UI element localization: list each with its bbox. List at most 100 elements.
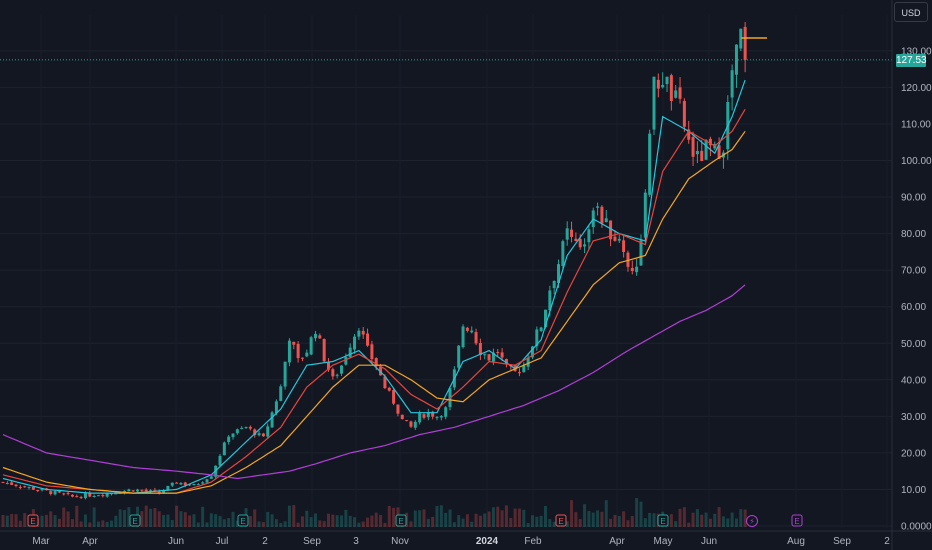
price-tick-label: 50.00	[901, 339, 926, 350]
currency-button[interactable]: USD	[894, 2, 928, 22]
candle-body	[522, 365, 526, 373]
price-tick-label: 60.00	[901, 302, 926, 313]
volume-bar	[370, 515, 374, 527]
volume-bar	[353, 517, 357, 527]
volume-bar	[461, 518, 465, 527]
time-tick-label: Apr	[82, 536, 98, 547]
candle-body	[574, 238, 578, 242]
candle-body	[743, 26, 747, 60]
earnings-marker-label: E	[398, 517, 403, 526]
ma-fast-line	[2, 79, 746, 494]
candle-body	[166, 485, 170, 491]
volume-bar	[183, 512, 187, 527]
volume-bar	[517, 508, 521, 527]
volume-bar	[578, 519, 582, 527]
earnings-marker-label: E	[660, 517, 665, 526]
candle-body	[370, 344, 374, 360]
candle-body	[626, 252, 630, 267]
price-tick-label: 20.00	[901, 448, 926, 459]
candle-body	[617, 238, 621, 241]
candle-body	[270, 412, 274, 428]
volume-bar	[318, 520, 322, 527]
volume-bar	[144, 505, 148, 527]
candle-body	[66, 492, 70, 494]
candle-body	[244, 426, 248, 428]
volume-bar	[5, 515, 9, 527]
volume-bar	[704, 512, 708, 527]
candle-body	[474, 332, 478, 344]
time-tick-label: Mar	[32, 536, 50, 547]
candle-body	[23, 486, 27, 488]
volume-bar	[70, 519, 74, 527]
volume-bar	[331, 514, 335, 527]
earnings-marker	[27, 514, 39, 527]
candle-body	[461, 326, 465, 348]
candle-body	[643, 192, 647, 238]
volume-bar	[57, 518, 61, 527]
volume-bar	[435, 505, 439, 527]
candle-body	[144, 489, 148, 492]
volume-bar	[279, 522, 283, 527]
candle-body	[517, 372, 521, 374]
volume-bar	[379, 514, 383, 527]
volume-bar	[452, 522, 456, 527]
candle-body	[526, 357, 530, 367]
time-axis[interactable]: Mar Apr Jun Jul 2 Sep 3 Nov 2024 Feb Apr May Jun Aug S…	[0, 530, 932, 547]
candle-body	[674, 90, 678, 98]
price-axis[interactable]: 130.00 120.00 110.00 100.00 90.00 80.00 70.00 6…	[891, 0, 932, 550]
candle-body	[136, 489, 140, 492]
candle-body	[196, 484, 200, 486]
candle-body	[361, 330, 365, 335]
candle-body	[717, 145, 721, 159]
volume-bar	[192, 514, 196, 527]
candle-body	[305, 352, 309, 357]
price-tick-label: 70.00	[901, 266, 926, 277]
candle-body	[235, 429, 239, 434]
volume-bar	[535, 516, 539, 527]
time-tick-label: Feb	[524, 536, 542, 547]
earnings-marker-label: E	[794, 517, 799, 526]
time-tick-label: Aug	[787, 536, 805, 547]
volume-bar	[166, 514, 170, 527]
volume-bar	[23, 513, 27, 527]
volume-bar	[10, 514, 14, 527]
candle-body	[31, 486, 35, 490]
candle-body	[340, 365, 344, 374]
volume-bar	[418, 510, 422, 527]
volume-bar	[209, 513, 213, 527]
time-tick-label: 3	[353, 536, 359, 547]
candle-body	[231, 433, 235, 438]
earnings-marker	[129, 514, 141, 527]
candle-body	[49, 491, 53, 494]
volume-bar	[583, 504, 587, 527]
volume-bar	[678, 508, 682, 527]
volume-bar	[721, 516, 725, 527]
candle-body	[10, 482, 14, 485]
candle-body	[613, 236, 617, 241]
price-tick-label: 120.00	[901, 83, 932, 94]
volume-bar	[448, 509, 452, 527]
volume-bar	[261, 522, 265, 527]
candle-body	[322, 338, 326, 362]
candle-body	[708, 138, 712, 146]
volume-bar	[149, 508, 153, 527]
volume-bar	[348, 515, 352, 527]
volume-bar	[444, 512, 448, 527]
volume-bar	[235, 520, 239, 527]
volume-bar	[110, 520, 113, 527]
volume-bar	[743, 509, 747, 527]
volume-bar	[530, 515, 534, 527]
candle-body	[409, 421, 413, 427]
candle-body	[535, 329, 539, 347]
candle-body	[648, 133, 652, 195]
candle-body	[313, 333, 317, 339]
candle-body	[418, 413, 422, 423]
dividend-marker-icon: ⚡	[749, 517, 755, 526]
volume-bar	[257, 521, 261, 527]
volume-bar	[604, 500, 608, 527]
candle-body	[170, 482, 174, 486]
ma-mid-line	[2, 108, 746, 494]
volume-bar	[695, 509, 699, 527]
volume-bar	[300, 516, 304, 527]
